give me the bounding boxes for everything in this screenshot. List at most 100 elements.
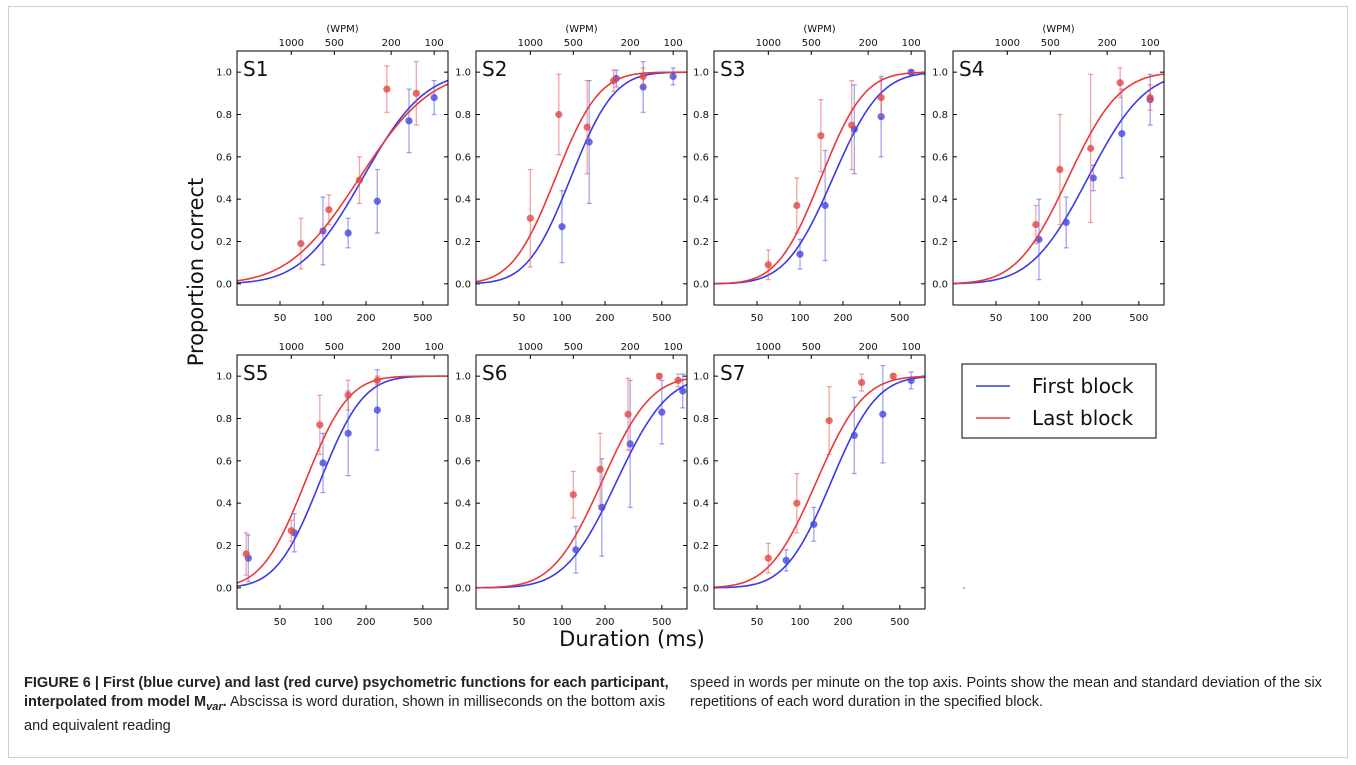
data-point (316, 421, 324, 429)
data-point (796, 250, 804, 258)
x-tick-label: 200 (595, 617, 614, 628)
panel-title: S2 (482, 57, 507, 81)
y-tick-label: 0.4 (455, 499, 471, 510)
data-point (1062, 218, 1070, 227)
y-tick-label: 0.4 (455, 195, 471, 206)
data-point (825, 417, 833, 425)
y-tick-label: 0.0 (455, 279, 471, 290)
x-tick-label: 200 (595, 313, 614, 324)
fit-curve (714, 71, 925, 285)
data-point (325, 206, 333, 214)
figure-frame (8, 6, 1348, 758)
caption-right-column: speed in words per minute on the top axi… (690, 674, 1330, 712)
data-point (583, 123, 591, 131)
fit-curve (953, 80, 1164, 285)
data-point (373, 197, 381, 205)
x-tick-label: 500 (1129, 313, 1148, 324)
top-tick-label: 200 (859, 342, 878, 353)
y-tick-label: 0.0 (216, 583, 232, 594)
x-tick-label: 200 (833, 617, 852, 628)
x-tick-label: 50 (513, 617, 526, 628)
data-point (383, 85, 391, 93)
top-tick-label: 500 (564, 342, 583, 353)
data-point (344, 391, 352, 399)
fit-curve (476, 71, 687, 285)
y-tick-label: 0.2 (693, 237, 709, 248)
x-tick-label: 500 (652, 313, 671, 324)
legend: First block Last block (961, 363, 1157, 439)
y-tick-label: 0.2 (693, 541, 709, 552)
data-point (1116, 79, 1124, 87)
y-tick-label: 0.2 (216, 237, 232, 248)
data-point (572, 546, 580, 554)
top-tick-label: 100 (664, 342, 683, 353)
plot-frame (236, 354, 449, 610)
y-tick-label: 0.0 (216, 279, 232, 290)
y-tick-label: 0.2 (455, 237, 471, 248)
y-tick-label: 0.8 (693, 110, 709, 121)
y-tick-label: 1.0 (932, 68, 948, 79)
top-tick-label: 1000 (995, 38, 1020, 49)
legend-label: First block (1032, 374, 1134, 398)
top-tick-label: 500 (802, 342, 821, 353)
y-tick-label: 0.4 (693, 499, 709, 510)
data-point (850, 431, 858, 440)
fit-curve (237, 83, 448, 282)
x-tick-label: 100 (552, 617, 571, 628)
y-tick-label: 0.4 (693, 195, 709, 206)
plot-frame (475, 354, 688, 610)
series-first-block (714, 364, 925, 589)
top-tick-label: 1000 (518, 342, 543, 353)
top-tick-label: 200 (621, 38, 640, 49)
panel-title: S3 (720, 57, 745, 81)
x-tick-label: 50 (513, 313, 526, 324)
data-point (858, 378, 866, 387)
fit-curve (237, 375, 448, 584)
x-tick-label: 50 (751, 617, 764, 628)
series-first-block (237, 369, 448, 588)
plot-frame (952, 50, 1165, 306)
x-tick-label: 200 (356, 617, 375, 628)
y-tick-label: 1.0 (455, 68, 471, 79)
panel-s5: 0.0 0.2 0.4 0.6 0.8 1.0 50 100 200 500 1000 500 200 1… (216, 342, 449, 628)
series-first-block (714, 68, 925, 285)
top-tick-label: 1000 (756, 38, 781, 49)
data-point (610, 77, 618, 85)
data-point (596, 465, 604, 473)
plot-frame (713, 50, 926, 306)
data-point (669, 72, 677, 80)
top-axis-unit: (WPM) (1042, 24, 1074, 35)
series-last-block (237, 60, 448, 282)
data-point (297, 240, 305, 248)
x-tick-label: 200 (833, 313, 852, 324)
x-tick-label: 100 (790, 617, 809, 628)
fit-curve (714, 72, 925, 285)
data-point (405, 117, 413, 125)
x-axis-label: Duration (ms) (559, 627, 705, 651)
top-tick-label: 200 (382, 342, 401, 353)
top-tick-label: 1000 (279, 38, 304, 49)
top-tick-label: 500 (564, 38, 583, 49)
y-tick-label: 0.8 (932, 110, 948, 121)
x-tick-label: 100 (790, 313, 809, 324)
y-tick-label: 0.0 (932, 279, 948, 290)
top-axis-unit: (WPM) (326, 24, 358, 35)
data-point (889, 372, 897, 380)
fit-curve (714, 376, 925, 589)
panel-s7: 0.0 0.2 0.4 0.6 0.8 1.0 50 100 200 500 1000 500 200 1… (693, 342, 926, 628)
y-axis-label: Proportion correct (184, 178, 208, 367)
caption-left-column: FIGURE 6 | First (blue curve) and last (… (24, 674, 672, 736)
series-first-block (237, 79, 448, 284)
panel-s1: 0.0 0.2 0.4 0.6 0.8 1.0 50 100 200 500 1000 500 200 1… (216, 24, 449, 324)
plot-frame (713, 354, 926, 610)
data-point (1032, 220, 1040, 229)
caption-text-left: Abscissa is word duration, shown in mill… (24, 694, 666, 734)
top-tick-label: 200 (382, 38, 401, 49)
data-point (319, 459, 327, 467)
caption-bold-title: FIGURE 6 | First (blue curve) and last (… (24, 675, 669, 710)
caption-bold-end: . (222, 694, 227, 710)
data-point (782, 556, 790, 564)
x-tick-label: 100 (1029, 313, 1048, 324)
panel-title: S1 (243, 57, 268, 81)
